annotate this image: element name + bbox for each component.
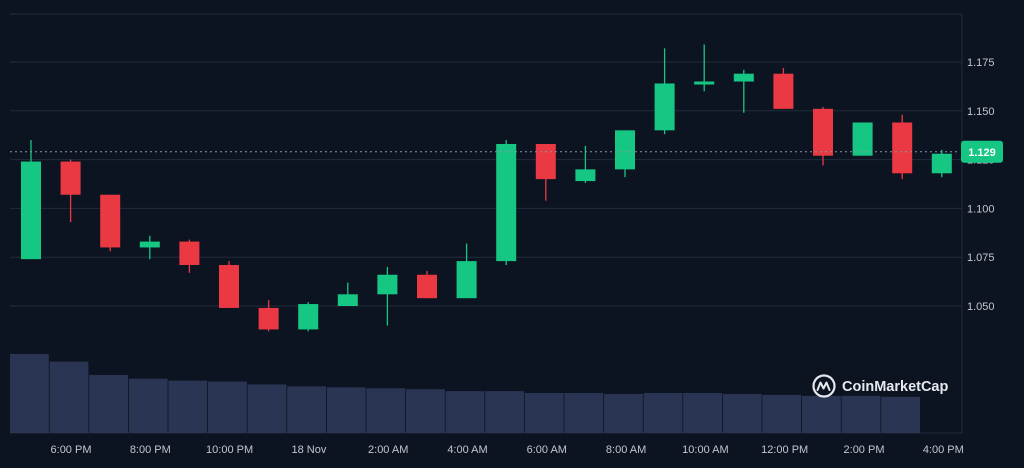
candle — [60, 159, 81, 223]
x-tick-label: 10:00 PM — [206, 444, 253, 456]
candle-body — [337, 294, 358, 306]
candle — [456, 243, 477, 299]
y-tick-label: 1.075 — [967, 252, 995, 264]
current-price-label: 1.129 — [968, 147, 996, 159]
candle — [258, 300, 279, 332]
y-tick-label: 1.150 — [967, 106, 995, 118]
candle-body — [377, 274, 398, 295]
candle-body — [21, 161, 41, 260]
candle-body — [219, 265, 239, 308]
x-tick-label: 8:00 PM — [130, 444, 171, 456]
candle — [694, 44, 715, 92]
x-tick-label: 10:00 AM — [682, 444, 728, 456]
x-tick-label: 6:00 PM — [51, 444, 92, 456]
candle — [337, 282, 358, 306]
y-tick-label: 1.050 — [967, 301, 995, 313]
candle-body — [258, 307, 279, 330]
candle-body — [654, 83, 675, 131]
candle — [377, 266, 398, 326]
volume-bar — [208, 381, 247, 433]
volume-bar — [683, 393, 722, 433]
candle-body — [535, 143, 556, 180]
volume-bar — [49, 361, 89, 433]
candlesticks — [21, 44, 952, 332]
candle — [654, 48, 675, 135]
x-tick-label: 2:00 AM — [368, 444, 408, 456]
candle-body — [417, 274, 437, 299]
candle — [852, 122, 873, 156]
candle — [496, 140, 517, 266]
x-axis-ticks: 6:00 PM 8:00 PM 10:00 PM 18 Nov 2:00 AM 4:00 … — [51, 444, 964, 456]
y-tick-label: 1.100 — [967, 203, 995, 215]
volume-bar — [524, 393, 564, 433]
volume-bar — [445, 391, 485, 433]
x-tick-label: 12:00 PM — [761, 444, 808, 456]
volume-bar — [722, 393, 762, 433]
candle-body — [813, 108, 833, 156]
candle — [535, 143, 556, 201]
candle — [813, 106, 833, 166]
x-tick-label: 18 Nov — [291, 444, 326, 456]
volume-bar — [366, 388, 406, 433]
volume-bars — [10, 354, 920, 433]
y-tick-label: 1.175 — [967, 57, 995, 69]
candle — [179, 239, 200, 273]
candle-body — [852, 122, 873, 156]
candle-body — [931, 153, 952, 174]
candle-body — [733, 73, 754, 82]
current-price-badge — [961, 140, 1003, 163]
candle-body — [694, 81, 715, 85]
volume-bar — [89, 374, 128, 433]
candle-body — [139, 241, 160, 248]
candle-body — [773, 73, 794, 109]
candle — [417, 270, 437, 299]
volume-bar — [10, 354, 49, 433]
candle — [21, 140, 41, 260]
candle — [139, 235, 160, 260]
volume-bar — [406, 389, 445, 433]
coinmarketcap-logo-text: CoinMarketCap — [842, 379, 948, 395]
candle — [892, 114, 913, 180]
candle-body — [298, 304, 319, 330]
candle — [219, 261, 239, 308]
candle — [100, 194, 121, 252]
volume-bar — [168, 380, 208, 433]
candle-body — [60, 161, 81, 195]
volume-bar — [247, 384, 287, 433]
volume-bar — [485, 391, 524, 433]
candle — [773, 67, 794, 109]
candle-body — [179, 241, 200, 266]
candle — [931, 149, 952, 178]
candle-body — [496, 143, 517, 262]
volume-bar — [802, 395, 841, 433]
volume-bar — [326, 387, 366, 433]
coinmarketcap-logo-icon — [812, 374, 836, 398]
volume-bar — [643, 393, 683, 433]
candle — [298, 302, 319, 332]
volume-bar — [287, 386, 326, 433]
coinmarketcap-logo: CoinMarketCap — [812, 374, 948, 398]
volume-bar — [604, 393, 643, 433]
x-tick-label: 8:00 AM — [606, 444, 646, 456]
candle-body — [456, 261, 477, 299]
candle — [733, 69, 754, 113]
x-tick-label: 6:00 AM — [527, 444, 567, 456]
candle-body — [615, 130, 635, 170]
volume-bar — [564, 393, 604, 433]
candle — [615, 130, 635, 178]
volume-bar — [841, 395, 881, 433]
x-tick-label: 4:00 PM — [923, 444, 964, 456]
x-tick-label: 2:00 PM — [844, 444, 885, 456]
volume-bar — [881, 396, 920, 433]
candle-body — [892, 122, 913, 174]
volume-bar — [762, 394, 802, 433]
candle-body — [575, 169, 596, 182]
x-tick-label: 4:00 AM — [447, 444, 487, 456]
current-price-marker: 1.129 — [10, 140, 1003, 163]
candle-body — [100, 194, 121, 248]
volume-bar — [128, 378, 168, 433]
